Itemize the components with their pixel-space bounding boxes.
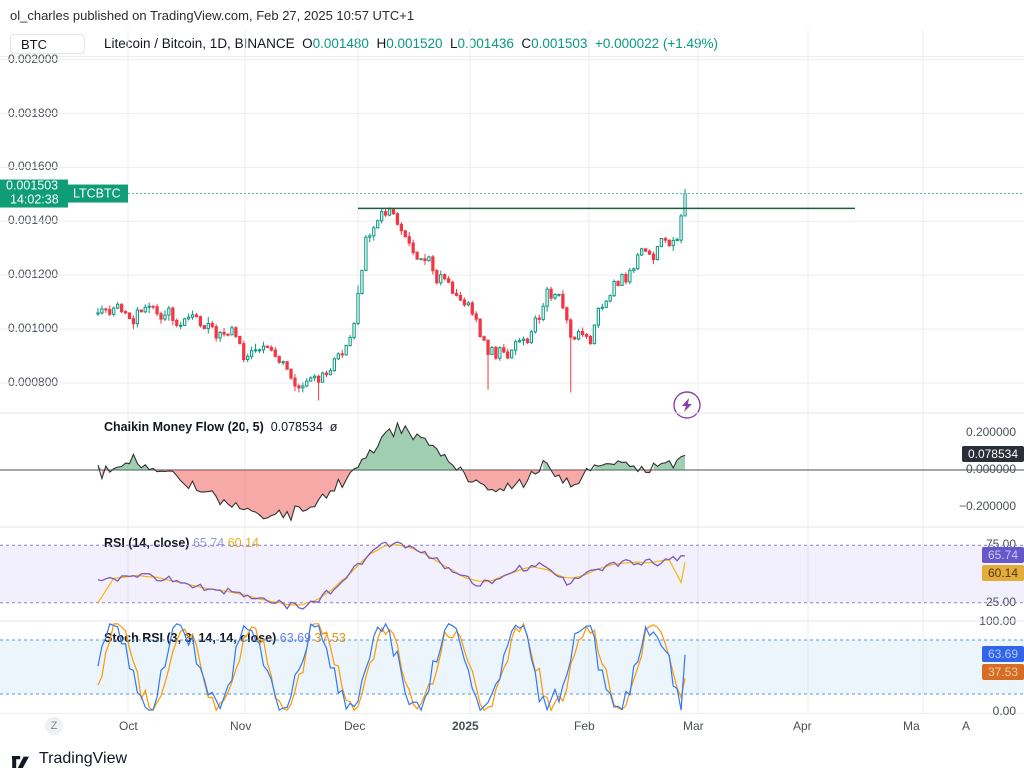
svg-text:14:02:38: 14:02:38 [10, 193, 59, 207]
svg-text:LTCBTC: LTCBTC [73, 187, 121, 201]
svg-text:0.001503: 0.001503 [6, 179, 58, 193]
